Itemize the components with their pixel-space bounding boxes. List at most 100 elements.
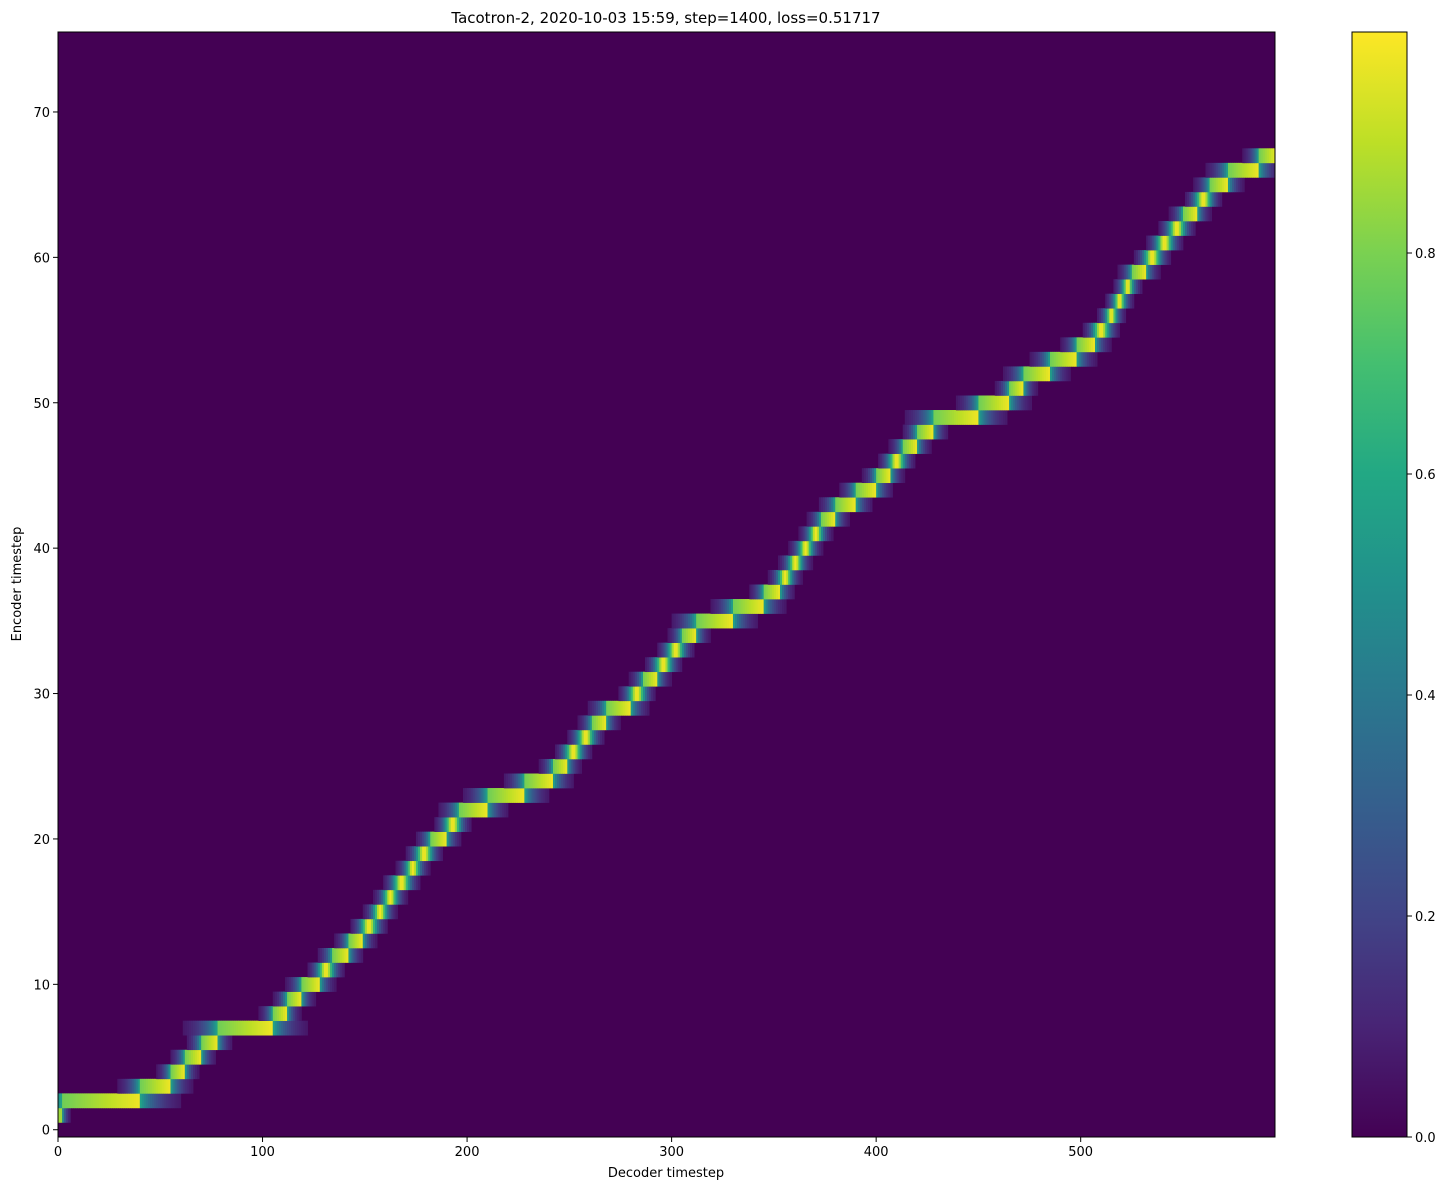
heatmap-cell <box>479 788 482 803</box>
heatmap-cell <box>1244 162 1247 178</box>
heatmap-cell <box>1258 148 1262 164</box>
heatmap-cell <box>820 526 824 542</box>
heatmap-cell <box>784 584 787 600</box>
heatmap-cell <box>377 904 380 920</box>
heatmap-cell <box>420 860 423 876</box>
heatmap-cell <box>458 802 462 818</box>
heatmap-cell <box>176 1093 180 1109</box>
heatmap-cell <box>1002 380 1006 396</box>
heatmap-cell <box>127 1093 130 1109</box>
heatmap-cell <box>722 613 726 629</box>
heatmap-cell <box>1156 235 1159 251</box>
heatmap-cell <box>1172 221 1176 236</box>
heatmap-cell <box>743 613 746 629</box>
heatmap-cell <box>1117 308 1120 324</box>
heatmap-cell <box>710 613 713 629</box>
heatmap-cell <box>759 584 763 600</box>
heatmap-cell <box>833 497 836 513</box>
heatmap-cell <box>1086 337 1090 353</box>
heatmap-row-56 <box>1097 308 1127 324</box>
heatmap-cell <box>563 773 566 789</box>
heatmap-cell <box>1033 351 1037 367</box>
heatmap-cell <box>1205 162 1208 178</box>
heatmap-cell <box>630 686 634 702</box>
colorbar-tick-label: 0.8 <box>1415 247 1436 262</box>
heatmap-cell <box>415 846 419 862</box>
heatmap-cell <box>528 788 531 803</box>
heatmap-cell <box>524 788 527 803</box>
heatmap-cell <box>861 468 865 484</box>
heatmap-cell <box>250 1020 253 1036</box>
heatmap-cell <box>475 802 478 818</box>
heatmap-cell <box>919 410 922 425</box>
heatmap-cell <box>906 453 910 469</box>
heatmap-cell <box>794 540 797 556</box>
heatmap-cell <box>1213 177 1217 193</box>
heatmap-cell <box>667 642 670 658</box>
heatmap-cell <box>1250 148 1253 164</box>
heatmap-cell <box>1221 162 1225 178</box>
heatmap-cell <box>1019 380 1022 396</box>
heatmap-cell <box>687 628 691 643</box>
heatmap-cell <box>368 904 372 920</box>
heatmap-cell <box>203 1049 206 1065</box>
heatmap-cell <box>1180 221 1184 236</box>
heatmap-cell <box>135 1093 139 1109</box>
heatmap-cell <box>690 613 693 629</box>
heatmap-cell <box>923 410 926 425</box>
heatmap-cell <box>84 1093 88 1109</box>
heatmap-cell <box>409 875 413 891</box>
heatmap-cell <box>583 729 587 745</box>
heatmap-cell <box>489 788 493 803</box>
heatmap-cell <box>927 439 930 454</box>
heatmap-cell <box>679 642 683 658</box>
heatmap-cell <box>192 1035 196 1051</box>
heatmap-cell <box>1050 351 1053 367</box>
heatmap-cell <box>460 817 464 832</box>
heatmap-cell <box>68 1093 71 1109</box>
heatmap-cell <box>620 686 623 702</box>
heatmap-row-53 <box>1029 351 1098 367</box>
heatmap-cell <box>784 569 787 585</box>
heatmap-cell <box>567 758 570 774</box>
heatmap-cell <box>559 758 562 774</box>
heatmap-cell <box>636 671 640 687</box>
heatmap-cell <box>865 468 869 484</box>
heatmap-cell <box>724 613 728 629</box>
heatmap-cell <box>867 482 871 498</box>
heatmap-row-37 <box>749 584 795 600</box>
heatmap-cell <box>1227 177 1231 193</box>
heatmap-cell <box>274 1006 278 1021</box>
heatmap-cell <box>661 642 664 658</box>
heatmap-cell <box>628 671 632 687</box>
heatmap-cell <box>1002 410 1006 425</box>
heatmap-cell <box>567 729 570 745</box>
heatmap-cell <box>741 599 744 614</box>
heatmap-cell <box>634 700 638 716</box>
heatmap-cell <box>841 482 844 498</box>
heatmap-cell <box>892 453 895 469</box>
heatmap-cell <box>293 1006 296 1021</box>
heatmap-cell <box>465 817 468 832</box>
heatmap-cell <box>538 758 542 774</box>
heatmap-cell <box>777 599 781 614</box>
heatmap-cell <box>505 802 509 818</box>
heatmap-cell <box>199 1035 202 1051</box>
heatmap-row-66 <box>1205 162 1275 178</box>
heatmap-cell <box>874 468 877 484</box>
heatmap-cell <box>1021 395 1024 411</box>
heatmap-cell <box>972 395 975 411</box>
heatmap-row-33 <box>657 642 695 658</box>
heatmap-cell <box>645 657 648 673</box>
heatmap-cell <box>947 410 951 425</box>
heatmap-cell <box>176 1078 180 1094</box>
heatmap-row-22 <box>438 802 509 818</box>
heatmap-cell <box>370 918 374 934</box>
heatmap-cell <box>704 613 707 629</box>
heatmap-cell <box>526 773 529 789</box>
heatmap-cell <box>156 1078 159 1094</box>
heatmap-cell <box>338 962 341 978</box>
heatmap-cell <box>1103 337 1106 353</box>
heatmap-cell <box>561 758 564 774</box>
heatmap-cell <box>771 584 775 600</box>
